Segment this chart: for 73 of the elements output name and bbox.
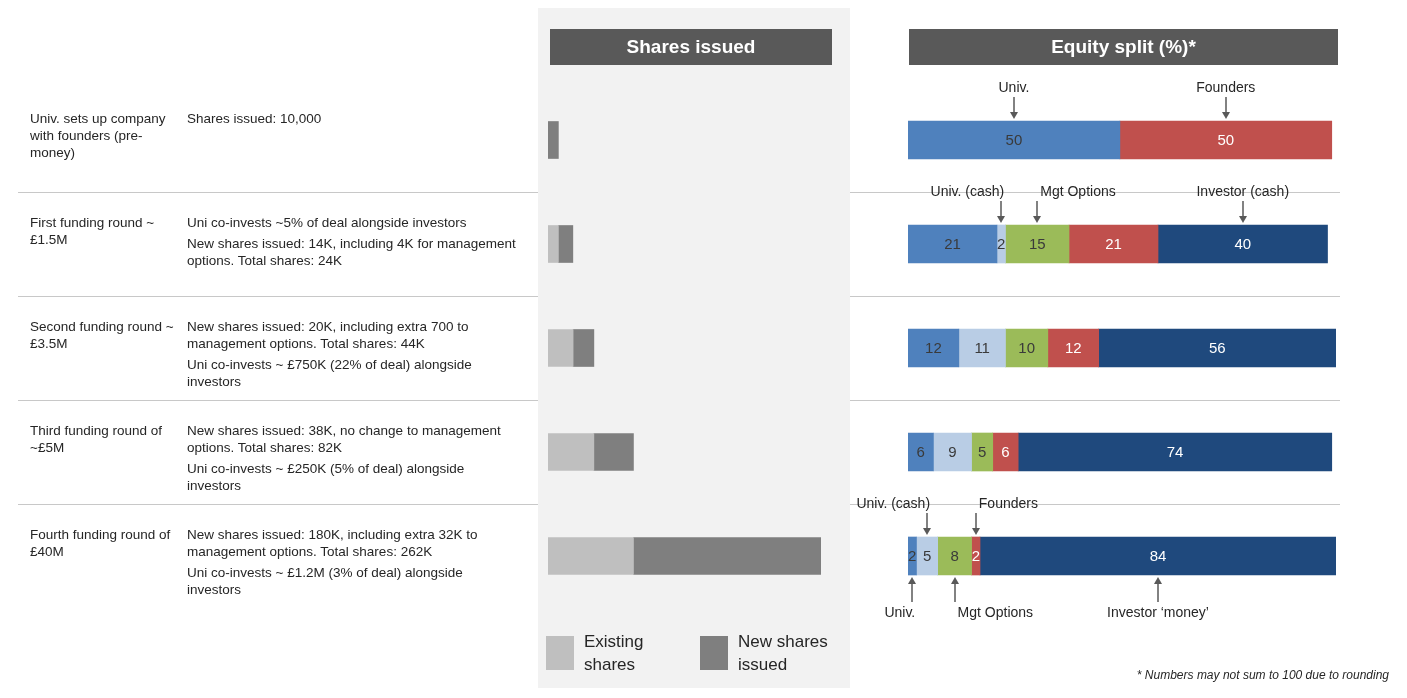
data-label: 5 bbox=[922, 547, 932, 565]
text: Shares issued: 10,000 bbox=[187, 110, 323, 127]
bar bbox=[992, 432, 1019, 472]
bar bbox=[548, 121, 559, 159]
data-label: 56 bbox=[1209, 339, 1226, 357]
y-tick-label: First funding round ~ £1.5M bbox=[30, 214, 156, 248]
bar bbox=[908, 120, 1121, 160]
series-label: Univ. (cash) bbox=[929, 183, 1005, 200]
bar bbox=[1157, 224, 1328, 264]
bar bbox=[1098, 328, 1336, 368]
text: New shares issued: 38K, no change to management options. Total shares: 82K Uni co-invests ~ £250K (5% of deal) alongside investors bbox=[187, 422, 502, 494]
data-label: 74 bbox=[1166, 443, 1184, 461]
chart-title: Shares issued bbox=[550, 29, 832, 65]
bar bbox=[908, 432, 934, 472]
data-label: 84 bbox=[1149, 547, 1167, 565]
data-label: 8 bbox=[950, 547, 959, 565]
annotation: Founders bbox=[978, 495, 1039, 512]
bar bbox=[937, 536, 972, 576]
bar bbox=[548, 225, 559, 263]
legend-label: Existing shares bbox=[584, 631, 645, 676]
bar bbox=[572, 329, 595, 367]
data-label: 10 bbox=[1018, 339, 1035, 357]
y-tick-label: Third funding round of ~£5M bbox=[30, 422, 164, 456]
text: Investor ‘money’ bbox=[1106, 604, 1210, 621]
data-label: 5 bbox=[977, 443, 987, 461]
bar bbox=[1005, 328, 1049, 368]
text: * Numbers may not sum to 100 due to rounding bbox=[1136, 668, 1389, 682]
legend-label: New shares issued bbox=[738, 631, 829, 676]
bar bbox=[633, 537, 821, 575]
data-label: 2 bbox=[997, 235, 1006, 253]
bar bbox=[1017, 432, 1333, 472]
y-tick-label: Fourth funding round of £40M bbox=[30, 526, 172, 560]
data-label: 15 bbox=[1028, 235, 1046, 253]
data-label: 50 bbox=[1005, 131, 1023, 149]
text: New shares issued: 180K, including extra 32K to management options. Total shares: 262K Uni co-invests ~ £1.2M (3% of deal) alongside investors bbox=[187, 526, 479, 598]
bar bbox=[908, 328, 960, 368]
data-label: 40 bbox=[1234, 235, 1252, 253]
series-label: Mgt Options bbox=[1040, 183, 1117, 200]
bar bbox=[908, 224, 998, 264]
series-label: Investor (cash) bbox=[1195, 183, 1291, 200]
bar bbox=[558, 225, 574, 263]
data-label: 11 bbox=[974, 339, 990, 357]
data-label: 2 bbox=[908, 547, 917, 565]
bar bbox=[593, 433, 634, 471]
data-label: 6 bbox=[1001, 443, 1010, 461]
data-label: 21 bbox=[944, 235, 961, 253]
y-tick-label: Second funding round ~ £3.5M bbox=[30, 318, 175, 352]
annotation: Univ. (cash) bbox=[855, 495, 931, 512]
text: Univ. bbox=[883, 604, 916, 621]
data-label: 12 bbox=[925, 339, 942, 357]
series-label: Founders bbox=[1195, 79, 1257, 96]
text: Mgt Options bbox=[957, 604, 1035, 621]
series-label: Univ. bbox=[997, 79, 1031, 96]
data-label: 12 bbox=[1064, 339, 1082, 357]
text: New shares issued: 20K, including extra 700 to management options. Total shares: 44K Uni co-invests ~ £750K (22% of deal) alongside investors bbox=[187, 318, 473, 390]
y-tick-label: Univ. sets up company with founders (pre-money) bbox=[30, 110, 167, 161]
bar bbox=[1119, 120, 1333, 160]
bar bbox=[1005, 224, 1070, 264]
bar bbox=[548, 329, 574, 367]
text: Uni co-invests ~5% of deal alongside investors New shares issued: 14K, including 4K for management options. Total shares: 24K bbox=[187, 214, 517, 269]
data-label: 50 bbox=[1217, 131, 1235, 149]
data-label: 21 bbox=[1105, 235, 1122, 253]
chart-title: Equity split (%)* bbox=[909, 29, 1338, 65]
data-label: 6 bbox=[916, 443, 925, 461]
bar bbox=[1068, 224, 1159, 264]
bar bbox=[958, 328, 1006, 368]
bar bbox=[1047, 328, 1100, 368]
bar bbox=[548, 433, 595, 471]
bar bbox=[548, 537, 634, 575]
bar bbox=[933, 432, 972, 472]
data-label: 2 bbox=[971, 547, 980, 565]
data-label: 9 bbox=[948, 443, 957, 461]
bar bbox=[979, 536, 1336, 576]
